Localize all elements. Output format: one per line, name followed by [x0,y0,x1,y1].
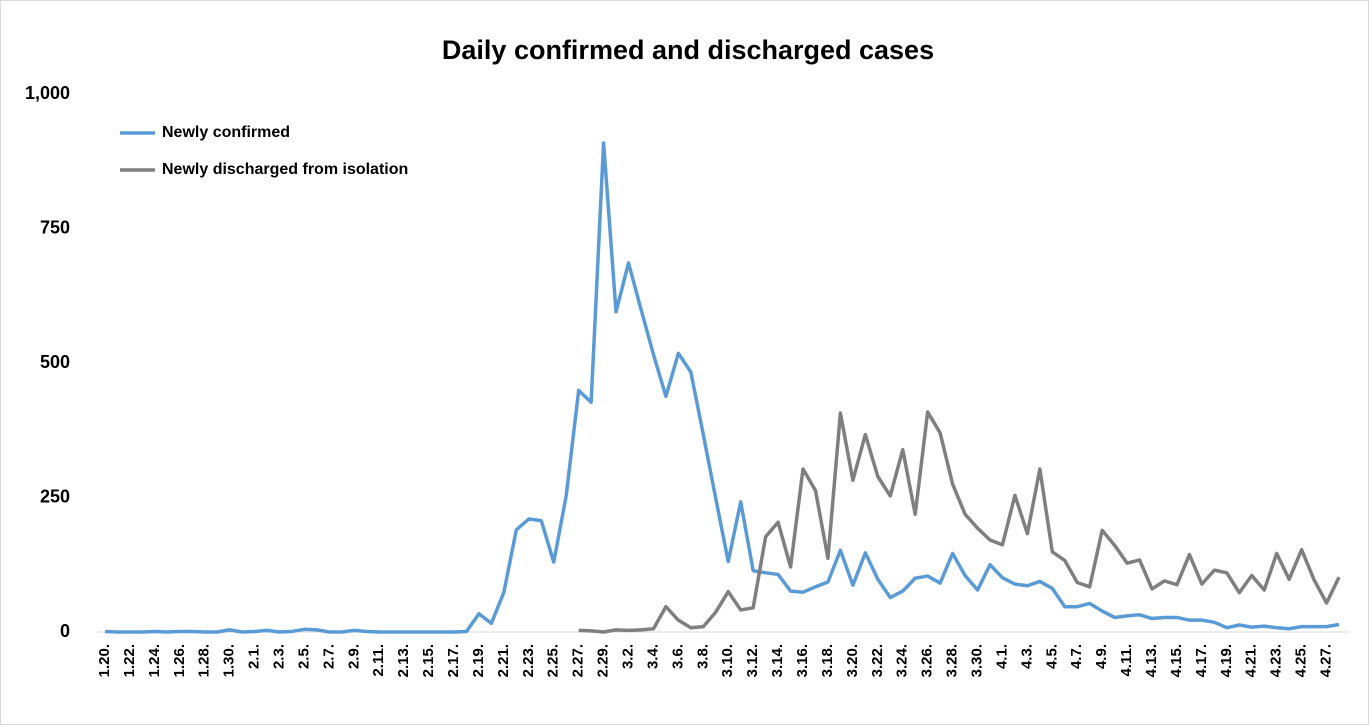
x-tick-label: 2.21. [495,644,512,677]
x-tick-label: 2.27. [570,644,587,677]
x-tick-label: 3.4. [644,644,661,669]
x-tick-label: 1.20. [96,644,113,677]
x-tick-label: 3.10. [719,644,736,677]
x-tick-label: 3.12. [744,644,761,677]
x-tick-label: 3.16. [794,644,811,677]
y-tick-label: 0 [60,621,70,641]
x-tick-label: 1.30. [221,644,238,677]
x-tick-label: 1.22. [121,644,138,677]
x-tick-label: 4.21. [1243,644,1260,677]
x-tick-label: 2.3. [270,644,287,669]
x-tick-label: 3.18. [819,644,836,677]
y-tick-label: 250 [40,486,70,506]
y-tick-label: 500 [40,352,70,372]
data-line [104,141,1340,634]
x-tick-label: 1.24. [146,644,163,677]
x-tick-label: 4.3. [1018,644,1035,669]
x-tick-label: 3.26. [919,644,936,677]
x-tick-label: 3.14. [769,644,786,677]
x-tick-label: 3.28. [944,644,961,677]
x-tick-label: 4.1. [993,644,1010,669]
x-tick-label: 4.19. [1218,644,1235,677]
x-tick-label: 4.25. [1293,644,1310,677]
x-tick-label: 1.28. [196,644,213,677]
x-tick-label: 1.26. [171,644,188,677]
x-tick-label: 4.11. [1118,644,1135,677]
x-tick-label: 4.17. [1193,644,1210,677]
x-tick-label: 3.6. [669,644,686,669]
x-tick-label: 3.8. [694,644,711,669]
y-tick-label: 750 [40,217,70,237]
x-tick-label: 4.15. [1168,644,1185,677]
x-tick-label: 4.23. [1268,644,1285,677]
x-tick-label: 3.20. [844,644,861,677]
chart-title: Daily confirmed and discharged cases [442,35,934,65]
x-tick-label: 2.11. [370,644,387,677]
x-tick-label: 2.19. [470,644,487,677]
x-tick-label: 4.13. [1143,644,1160,677]
x-tick-label: 3.2. [619,644,636,669]
legend-label: Newly discharged from isolation [162,161,408,178]
x-tick-label: 3.24. [894,644,911,677]
x-tick-label: 2.25. [545,644,562,677]
x-tick-label: 3.22. [869,644,886,677]
x-tick-label: 4.27. [1318,644,1335,677]
data-line [578,410,1341,634]
x-tick-label: 2.1. [246,644,263,669]
x-tick-label: 4.7. [1068,644,1085,669]
x-tick-label: 2.29. [595,644,612,677]
x-tick-label: 3.30. [968,644,985,677]
x-tick-label: 2.13. [395,644,412,677]
x-tick-label: 4.9. [1093,644,1110,669]
x-tick-label: 2.23. [520,644,537,677]
x-tick-label: 2.9. [345,644,362,669]
legend-label: Newly confirmed [162,124,290,141]
x-tick-label: 4.5. [1043,644,1060,669]
x-tick-label: 2.17. [445,644,462,677]
x-tick-label: 2.7. [320,644,337,669]
y-tick-label: 1,000 [25,83,70,103]
x-tick-label: 2.5. [295,644,312,669]
x-tick-label: 2.15. [420,644,437,677]
